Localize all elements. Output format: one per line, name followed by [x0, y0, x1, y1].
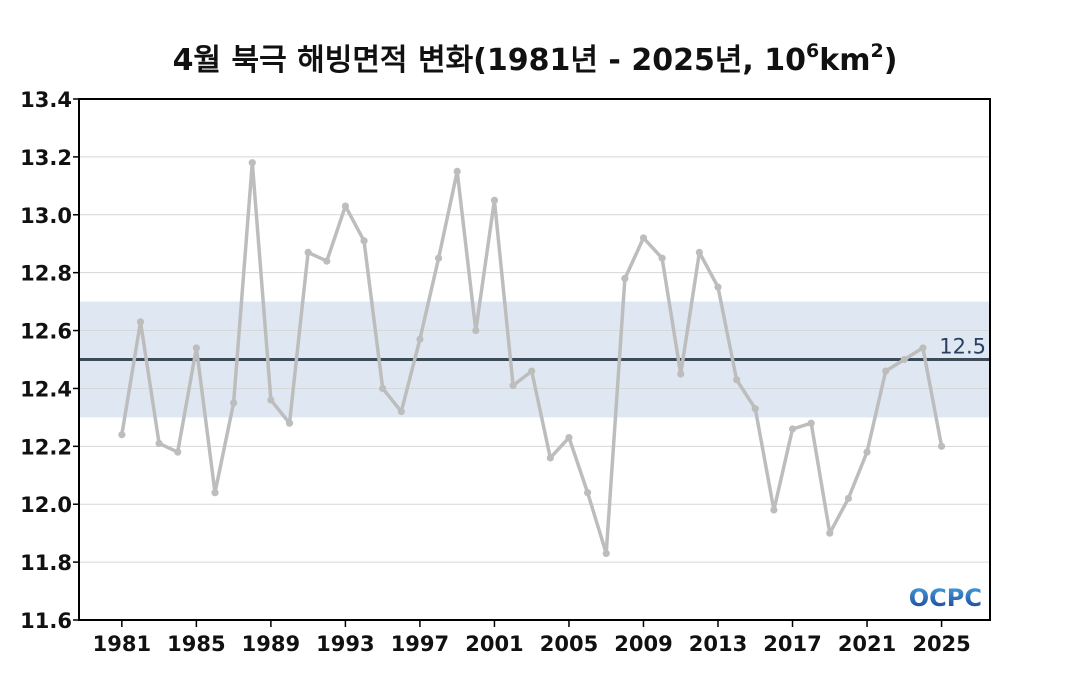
x-tick-label: 1985 [167, 632, 225, 656]
y-tick-label: 13.0 [20, 204, 72, 228]
data-point [416, 335, 424, 343]
x-tick-label: 1981 [93, 632, 151, 656]
x-tick-label: 2001 [465, 632, 523, 656]
x-tick-label: 2009 [614, 632, 672, 656]
data-point [192, 344, 200, 352]
x-tick-label: 1997 [391, 632, 449, 656]
title-close-paren: ) [884, 43, 898, 78]
data-point [136, 318, 145, 326]
data-point [937, 442, 946, 450]
chart-title: 4월 북극 해빙면적 변화(1981년 - 2025년, 106km2) [173, 40, 898, 78]
y-tick-label: 12.8 [20, 262, 72, 286]
y-tick-label: 12.2 [20, 435, 72, 459]
x-tick-label: 2021 [838, 632, 896, 656]
data-point [882, 367, 890, 375]
data-point [658, 254, 666, 262]
data-point [360, 237, 368, 245]
data-point [807, 419, 815, 427]
y-gridlines [79, 156, 990, 563]
data-point [546, 454, 554, 462]
data-point [583, 489, 592, 497]
data-point [565, 434, 573, 442]
y-tick-label: 11.8 [20, 551, 72, 575]
data-point [863, 448, 871, 456]
x-tick-label: 1989 [242, 632, 300, 656]
y-tick-label: 12.6 [20, 320, 72, 344]
data-point [695, 248, 703, 257]
data-point [602, 549, 610, 558]
data-point [341, 202, 350, 210]
data-point [900, 355, 908, 364]
data-point [844, 494, 853, 503]
data-point [267, 396, 275, 404]
x-tick-label: 2017 [763, 632, 821, 656]
data-point [733, 376, 741, 384]
data-point [472, 326, 480, 335]
data-point [714, 283, 722, 291]
data-point [509, 381, 517, 390]
plot-frame [78, 98, 991, 621]
data-point [639, 234, 648, 242]
data-point [379, 384, 387, 393]
data-point [118, 431, 126, 439]
y-ticks: 11.6 11.8 12.0 12.2 12.4 12.6 12.8 13.0 13.2 13.4 [20, 88, 79, 633]
data-point [677, 370, 685, 378]
data-point [826, 529, 834, 537]
title-sup-squared: 2 [870, 40, 883, 62]
x-tick-label: 2025 [912, 632, 970, 656]
data-point [230, 399, 238, 407]
series-line [118, 159, 946, 558]
data-point [211, 489, 219, 497]
data-point [285, 419, 294, 427]
data-point [397, 408, 405, 416]
title-main: 4월 북극 해빙면적 변화(1981년 - 2025년, 10 [173, 43, 806, 78]
data-point [434, 254, 443, 262]
data-point [248, 159, 256, 167]
data-point [528, 367, 536, 375]
data-point [770, 506, 778, 514]
ocpc-logo: OCPC [909, 584, 982, 612]
data-point [490, 196, 499, 204]
data-point [788, 425, 797, 433]
data-point [174, 448, 182, 456]
data-point [453, 167, 461, 175]
y-tick-label: 11.6 [20, 609, 72, 633]
data-point [304, 248, 312, 257]
data-point [323, 257, 331, 265]
x-tick-label: 2005 [540, 632, 598, 656]
x-tick-label: 1993 [316, 632, 374, 656]
data-point [751, 405, 759, 413]
title-sup-exponent: 6 [806, 40, 819, 62]
mean-reference-label: 12.5 [939, 335, 986, 359]
data-point [621, 274, 629, 283]
y-tick-label: 13.4 [20, 88, 72, 112]
x-tick-label: 2013 [689, 632, 747, 656]
data-point [919, 344, 927, 352]
y-tick-label: 12.4 [20, 377, 72, 401]
y-tick-label: 12.0 [20, 493, 72, 517]
data-point [155, 439, 163, 448]
y-tick-label: 13.2 [20, 146, 72, 170]
x-ticks: 1981 1985 1989 1993 1997 2001 2005 2009 2013 2017… [93, 620, 971, 656]
title-unit: km [819, 43, 870, 78]
